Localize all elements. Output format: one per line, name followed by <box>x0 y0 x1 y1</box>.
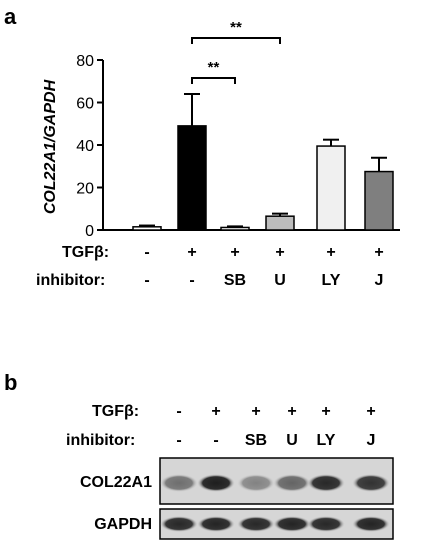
blot-bands: COL22A1 GAPDH <box>80 457 394 540</box>
y-tick-label: 60 <box>76 96 94 113</box>
inhibitor-cell: U <box>274 272 286 289</box>
bar-chart: 0 20 40 60 80 ** ** COL22A1/GAPDH <box>42 19 400 240</box>
significance-bracket <box>191 37 281 44</box>
panel-b-letter: b <box>4 370 17 395</box>
blot-tgf-cell: + <box>366 403 375 420</box>
blot-inhibitor-cell: - <box>213 432 218 449</box>
blot-band-label: COL22A1 <box>80 474 152 491</box>
bars <box>132 93 394 231</box>
inhibitor-cell: LY <box>322 272 341 289</box>
blot-band <box>273 516 311 532</box>
blot-band <box>307 474 345 492</box>
blot-tgf-row-label: TGFβ: <box>92 403 139 420</box>
blot-band <box>307 516 345 532</box>
blot-inhibitor-row-label: inhibitor: <box>66 432 135 449</box>
y-tick-label: 40 <box>76 138 94 155</box>
blot-tgf-cell: + <box>287 403 296 420</box>
tgf-row-label: TGFβ: <box>62 244 109 261</box>
bar <box>177 125 207 231</box>
bar <box>364 170 394 231</box>
blot-band <box>197 516 235 532</box>
blot-band <box>352 516 390 532</box>
tgf-cell: + <box>374 244 383 261</box>
tgf-cell: + <box>275 244 284 261</box>
inhibitor-cell: SB <box>224 272 246 289</box>
significance-label: ** <box>208 59 220 76</box>
blot-band <box>160 474 198 492</box>
tgf-cell: - <box>144 244 149 261</box>
blot-inhibitor-cell: U <box>286 432 298 449</box>
y-tick-label: 20 <box>76 181 94 198</box>
blot-condition-cells: - + + + + + - - SB U LY J <box>176 403 375 449</box>
blot-inhibitor-cell: LY <box>317 432 336 449</box>
bar <box>220 226 250 231</box>
blot-tgf-cell: - <box>176 403 181 420</box>
blot-band <box>237 474 275 492</box>
blot-band <box>160 516 198 532</box>
blot-band <box>197 474 235 492</box>
significance-brackets: ** ** <box>191 19 281 84</box>
bar <box>132 226 162 231</box>
blot-tgf-cell: + <box>321 403 330 420</box>
tgf-cell: + <box>326 244 335 261</box>
inhibitor-cell: - <box>144 272 149 289</box>
blot-band <box>237 516 275 532</box>
inhibitor-cell: J <box>375 272 384 289</box>
condition-cells-a: - + + + + + - - SB U LY J <box>144 244 383 289</box>
blot-band <box>352 474 390 492</box>
western-blot: TGFβ: inhibitor: - + + + + + - - SB U LY J COL22A1 G… <box>66 403 394 540</box>
condition-table-a: TGFβ: inhibitor: - + + + + + - - SB U LY J <box>36 244 384 289</box>
blot-inhibitor-cell: SB <box>245 432 267 449</box>
blot-band-label: GAPDH <box>94 516 152 533</box>
tgf-cell: + <box>187 244 196 261</box>
tgf-cell: + <box>230 244 239 261</box>
y-tick-label: 0 <box>85 223 94 240</box>
y-axis: 0 20 40 60 80 <box>76 53 400 240</box>
y-axis-label: COL22A1/GAPDH <box>42 79 59 214</box>
y-tick-label: 80 <box>76 53 94 70</box>
significance-bracket <box>191 77 236 84</box>
blot-tgf-cell: + <box>251 403 260 420</box>
panel-a-letter: a <box>4 4 17 29</box>
bar <box>316 145 346 231</box>
inhibitor-row-label: inhibitor: <box>36 272 105 289</box>
blot-inhibitor-cell: - <box>176 432 181 449</box>
blot-tgf-cell: + <box>211 403 220 420</box>
inhibitor-cell: - <box>189 272 194 289</box>
bar <box>265 215 295 231</box>
blot-band <box>273 474 311 492</box>
blot-inhibitor-cell: J <box>367 432 376 449</box>
significance-label: ** <box>230 19 242 36</box>
